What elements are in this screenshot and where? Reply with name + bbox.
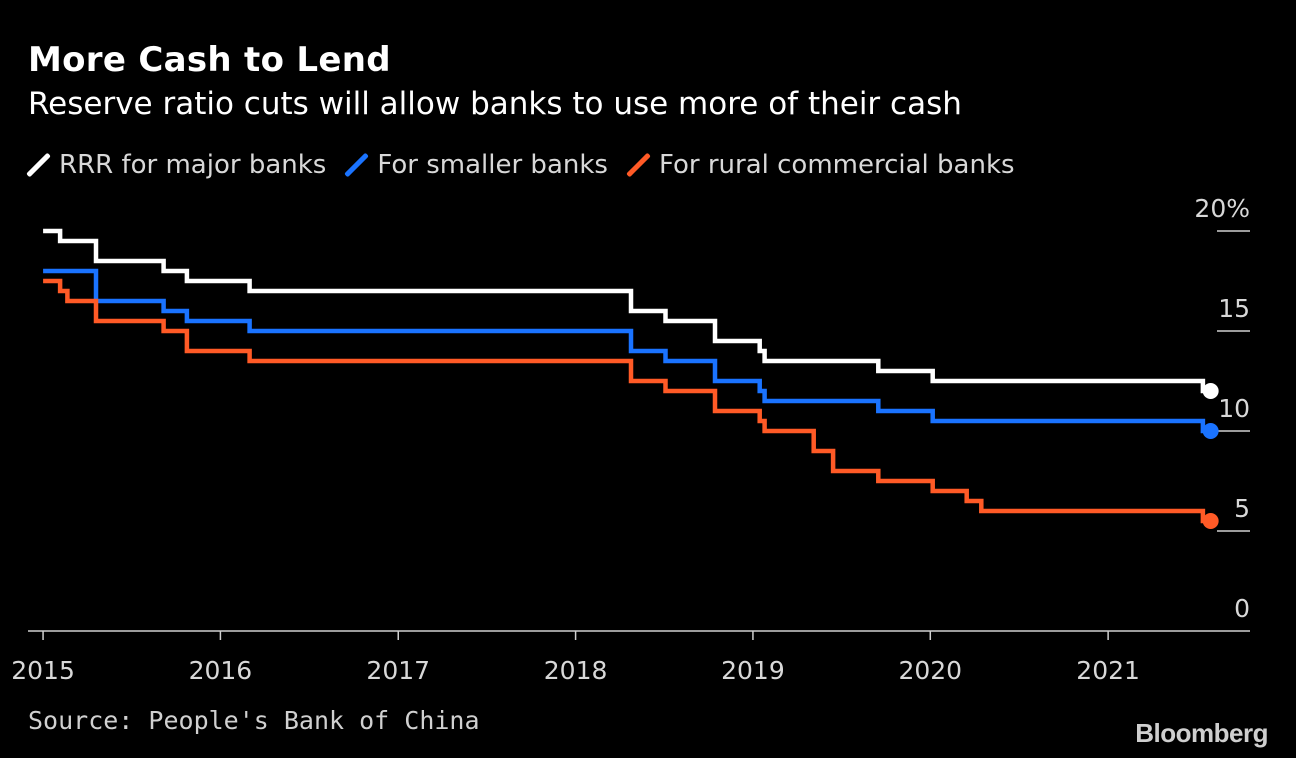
series-end-marker-2 <box>1202 513 1219 529</box>
legend-item-major-banks: RRR for major banks <box>26 150 327 180</box>
y-tick-label: 20% <box>1194 194 1250 223</box>
source-note: Source: People's Bank of China <box>28 706 480 735</box>
x-tick-label: 2016 <box>189 656 253 685</box>
x-tick-label: 2020 <box>898 656 962 685</box>
x-tick-label: 2018 <box>544 656 608 685</box>
series-line-2 <box>43 278 1211 524</box>
x-tick-label: 2021 <box>1076 656 1140 685</box>
y-tick-label: 15 <box>1218 294 1250 323</box>
series-line-1 <box>43 268 1211 434</box>
series-end-marker-0 <box>1202 383 1219 399</box>
x-tick-label: 2015 <box>11 656 75 685</box>
y-tick-label: 0 <box>1234 594 1250 623</box>
bloomberg-logo: Bloomberg <box>1135 718 1268 748</box>
legend-label-major-banks: RRR for major banks <box>59 150 327 180</box>
x-tick-label: 2017 <box>366 656 430 685</box>
y-tick-label: 10 <box>1218 394 1250 423</box>
series-end-marker-1 <box>1202 423 1219 439</box>
chart-subtitle: Reserve ratio cuts will allow banks to u… <box>28 86 962 122</box>
legend-item-smaller-banks: For smaller banks <box>344 150 608 180</box>
series-line-0 <box>43 228 1211 394</box>
legend-label-rural-banks: For rural commercial banks <box>658 150 1015 180</box>
legend-item-rural-banks: For rural commercial banks <box>626 150 1015 180</box>
y-tick-label: 5 <box>1234 494 1250 523</box>
legend-label-smaller-banks: For smaller banks <box>377 150 608 180</box>
x-tick-label: 2019 <box>721 656 785 685</box>
chart-legend: RRR for major banks For smaller banks Fo… <box>26 150 1015 180</box>
chart-title: More Cash to Lend <box>28 40 391 80</box>
